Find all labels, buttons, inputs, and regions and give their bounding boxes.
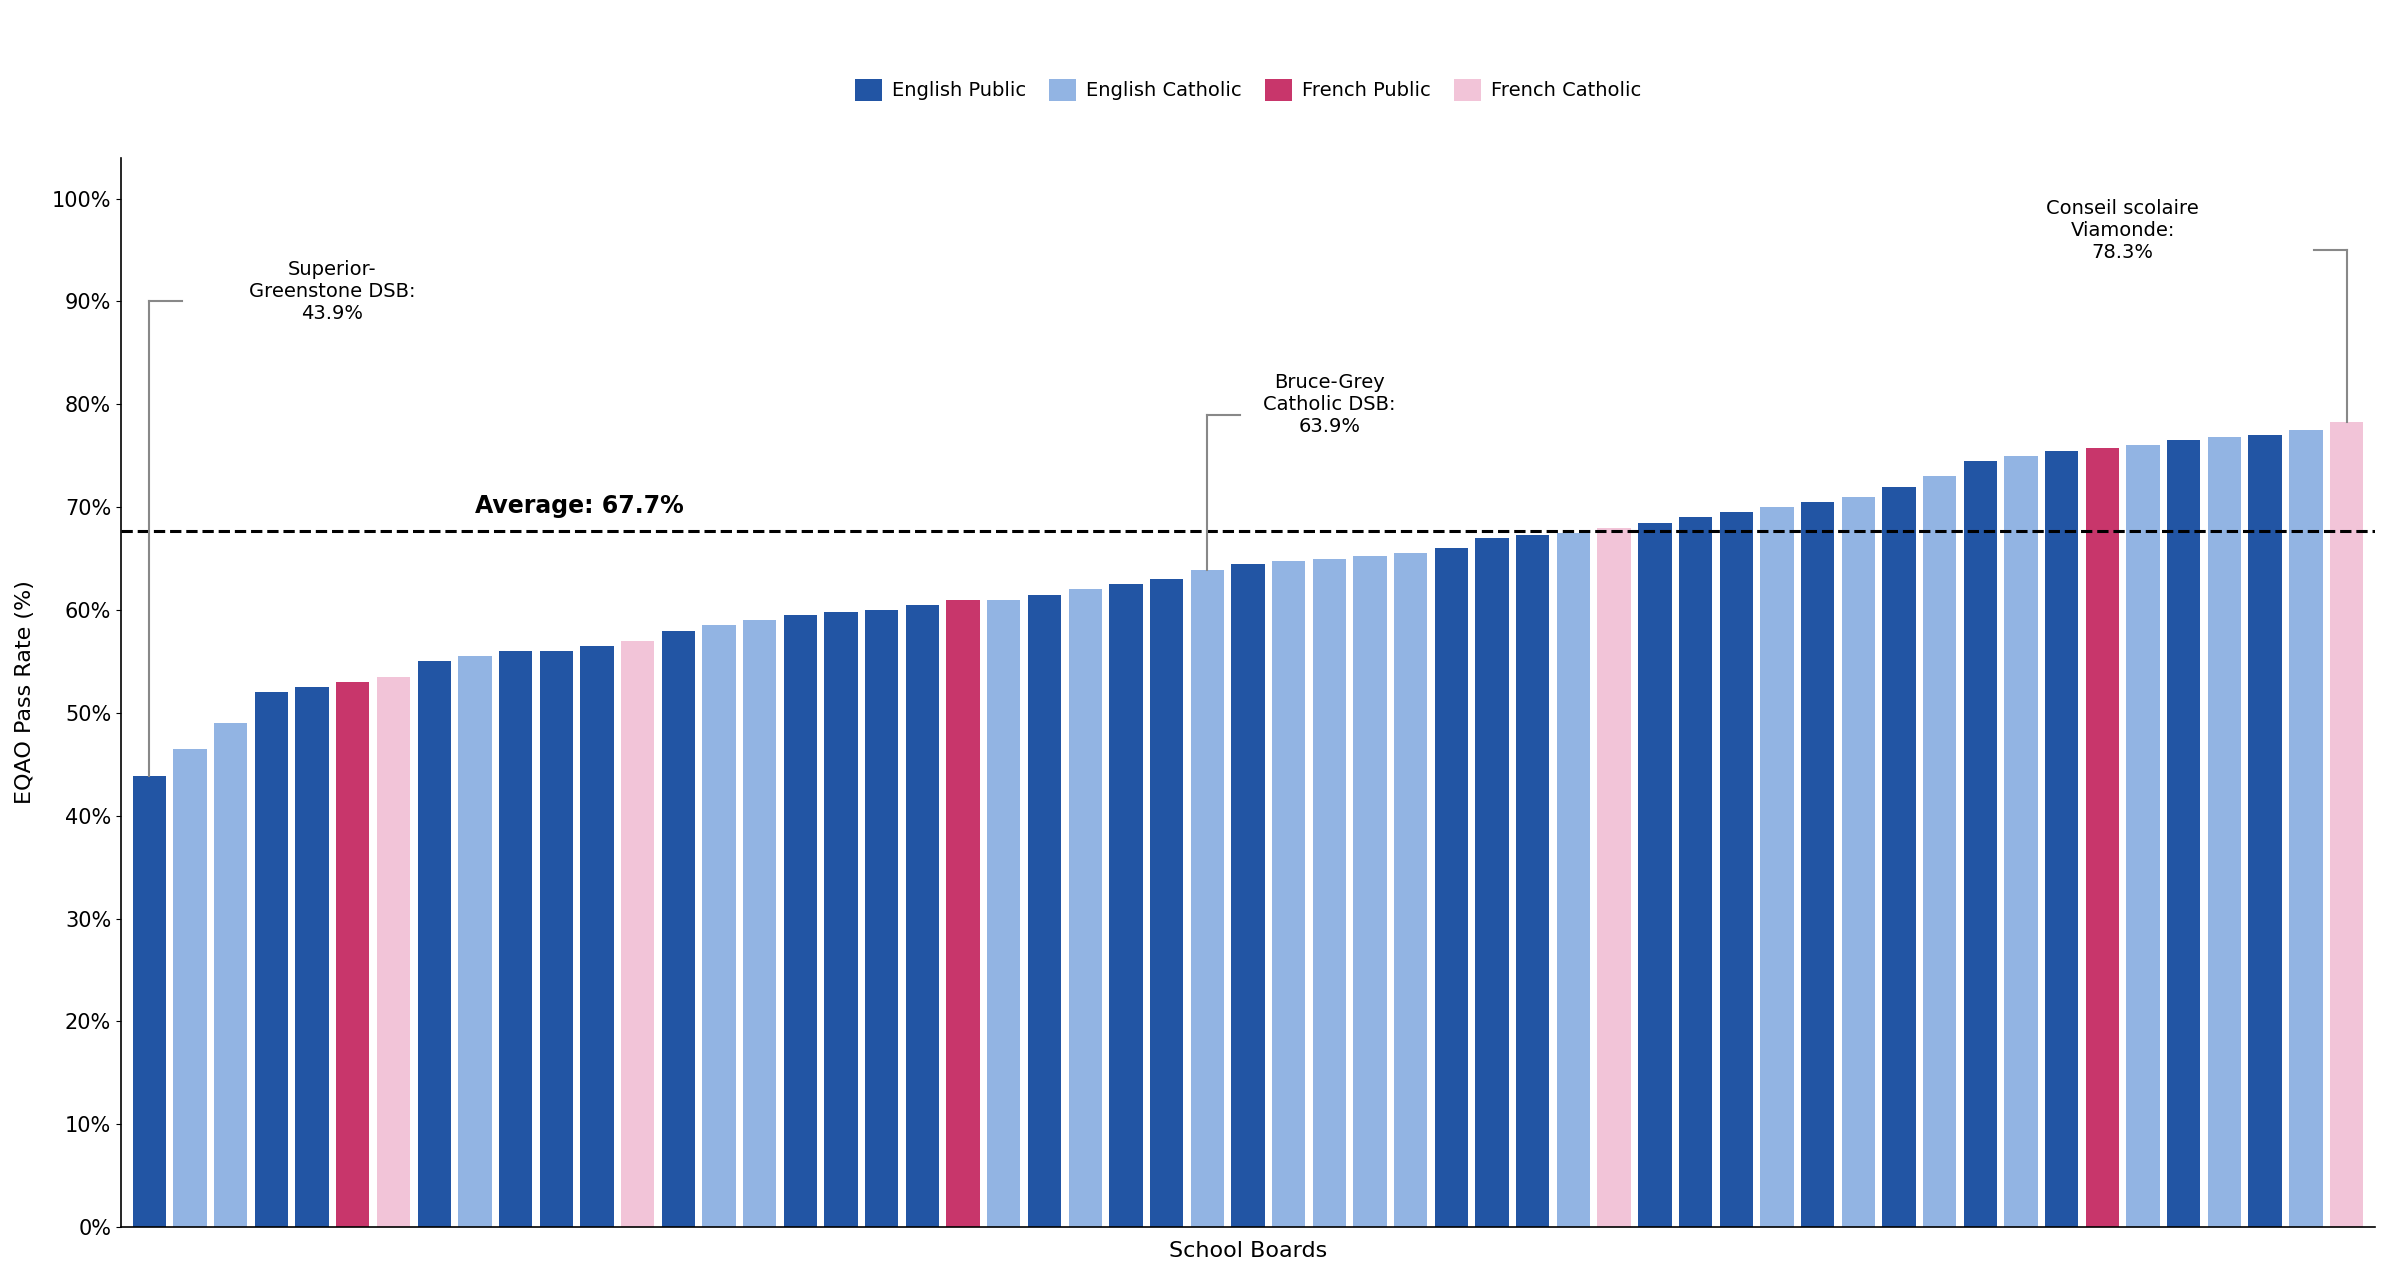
X-axis label: School Boards: School Boards (1169, 1242, 1326, 1261)
Bar (865, 610, 899, 1228)
Bar (1353, 555, 1386, 1228)
Bar (784, 615, 817, 1228)
Bar (2127, 445, 2161, 1228)
Bar (1150, 579, 1183, 1228)
Bar (703, 625, 736, 1228)
Bar (1190, 570, 1224, 1228)
Bar (2086, 448, 2120, 1228)
Bar (418, 661, 452, 1228)
Bar (743, 620, 777, 1228)
Bar (2208, 438, 2242, 1228)
Bar (174, 749, 208, 1228)
Bar (540, 651, 574, 1228)
Bar (1271, 560, 1305, 1228)
Bar (296, 688, 330, 1228)
Bar (987, 600, 1021, 1228)
Bar (1109, 584, 1142, 1228)
Bar (1802, 501, 1833, 1228)
Bar (1678, 518, 1711, 1228)
Legend: English Public, English Catholic, French Public, French Catholic: English Public, English Catholic, French… (846, 71, 1649, 108)
Bar (1231, 564, 1264, 1228)
Bar (1434, 549, 1467, 1228)
Bar (1759, 507, 1792, 1228)
Bar (621, 641, 655, 1228)
Bar (2330, 422, 2364, 1228)
Bar (1924, 476, 1957, 1228)
Text: Bruce-Grey
Catholic DSB:
63.9%: Bruce-Grey Catholic DSB: 63.9% (1262, 374, 1396, 436)
Y-axis label: EQAO Pass Rate (%): EQAO Pass Rate (%) (14, 581, 36, 804)
Bar (215, 723, 249, 1228)
Bar (1883, 486, 1917, 1228)
Bar (662, 630, 695, 1228)
Bar (134, 776, 165, 1228)
Bar (1393, 554, 1427, 1228)
Bar (2168, 440, 2201, 1228)
Bar (946, 600, 980, 1228)
Bar (459, 656, 492, 1228)
Bar (581, 646, 614, 1228)
Bar (337, 683, 370, 1228)
Bar (1637, 523, 1671, 1228)
Bar (2005, 456, 2039, 1228)
Bar (2249, 435, 2282, 1228)
Bar (2046, 450, 2079, 1228)
Bar (825, 612, 858, 1228)
Bar (1843, 496, 1874, 1228)
Bar (500, 651, 533, 1228)
Bar (1718, 513, 1752, 1228)
Text: Conseil scolaire
Viamonde:
78.3%: Conseil scolaire Viamonde: 78.3% (2046, 199, 2199, 262)
Bar (1475, 538, 1508, 1228)
Bar (1965, 461, 1998, 1228)
Text: Average: 67.7%: Average: 67.7% (476, 495, 684, 518)
Bar (1028, 595, 1061, 1228)
Bar (1515, 535, 1549, 1228)
Bar (1068, 590, 1102, 1228)
Text: Superior-
Greenstone DSB:
43.9%: Superior- Greenstone DSB: 43.9% (249, 260, 416, 323)
Bar (2290, 430, 2323, 1228)
Bar (906, 605, 939, 1228)
Bar (1312, 559, 1346, 1228)
Bar (256, 693, 289, 1228)
Bar (1597, 528, 1630, 1228)
Bar (1556, 533, 1589, 1228)
Bar (378, 676, 411, 1228)
